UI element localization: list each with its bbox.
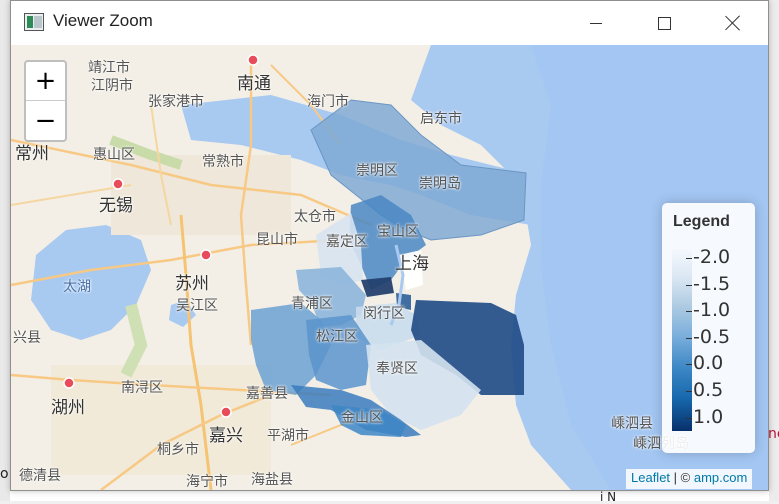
map-label: 松江区 [316, 329, 358, 345]
background-window-edge [0, 0, 10, 501]
attribution-separator: | © [670, 470, 694, 485]
map-label: 靖江市 [88, 60, 130, 76]
map-label: 青浦区 [291, 296, 333, 312]
map-label-water: 太湖 [63, 279, 91, 295]
map-label-city: 嘉兴 [209, 426, 243, 446]
map-label: 奉贤区 [376, 361, 418, 377]
map-attribution: Leaflet | © amp.com [626, 469, 753, 489]
map-label: 金山区 [341, 410, 383, 426]
map-label: 嘉善县 [246, 386, 288, 402]
map-label: 江阴市 [91, 78, 133, 94]
map-label-city: 上海 [395, 254, 429, 274]
background-window-edge-right [769, 0, 779, 501]
zoom-out-button[interactable]: − [34, 105, 57, 136]
window-title: Viewer Zoom [53, 11, 153, 30]
legend-tick: -1.5 [685, 273, 731, 295]
app-icon [24, 13, 44, 31]
close-icon [725, 15, 741, 31]
legend-tick: -1.0 [685, 299, 731, 321]
map-label: 南浔区 [121, 380, 163, 396]
title-bar[interactable]: Viewer Zoom [11, 1, 768, 45]
map-label: 德清县 [19, 468, 61, 484]
map-label: 嘉定区 [326, 234, 368, 250]
map-canvas[interactable]: 靖江市 江阴市 南通 张家港市 海门市 启东市 常州 惠山区 常熟市 崇明区 崇… [11, 45, 768, 490]
leaflet-link[interactable]: Leaflet [631, 470, 671, 485]
map-label: 太仓市 [294, 209, 336, 225]
map-label-city: 常州 [15, 144, 49, 164]
map-base-svg [11, 45, 768, 490]
maximize-button[interactable] [635, 1, 693, 45]
map-label: 嵊泗县 [611, 416, 653, 432]
zoom-in-button[interactable]: + [26, 62, 65, 101]
legend-tick: -0.5 [685, 326, 731, 348]
legend-tick: -2.0 [685, 246, 731, 268]
minimize-button[interactable] [567, 1, 625, 45]
map-label: 兴县 [13, 330, 41, 346]
background-text-right: ne [768, 426, 779, 442]
map-label: 闵行区 [363, 306, 405, 322]
map-label: 吴江区 [176, 298, 218, 314]
minimize-icon [590, 22, 602, 24]
map-label: 宝山区 [377, 224, 419, 240]
legend-tick: 0.0 [685, 352, 724, 374]
legend-color-ramp [672, 249, 692, 431]
legend-tick: 0.5 [685, 379, 724, 401]
map-legend: Legend -2.0 -1.5 -1.0 -0.5 0.0 0.5 1.0 [662, 203, 755, 453]
maximize-icon [657, 16, 671, 30]
map-label: 启东市 [420, 111, 462, 127]
map-label: 海盐县 [251, 472, 293, 488]
viewer-zoom-window: Viewer Zoom [10, 0, 769, 491]
map-label-city: 苏州 [175, 274, 209, 294]
tile-source-link[interactable]: amp.com [693, 470, 748, 485]
map-label: 崇明岛 [419, 176, 461, 192]
map-label: 昆山市 [256, 232, 298, 248]
map-label: 平湖市 [267, 428, 309, 444]
background-text-bottom: i N [600, 490, 617, 504]
map-label: 崇明区 [356, 163, 398, 179]
legend-tick: 1.0 [685, 406, 724, 428]
map-label: 桐乡市 [157, 442, 199, 458]
background-text-left: o [0, 466, 9, 482]
map-label-city: 南通 [237, 74, 271, 94]
map-label: 常熟市 [202, 154, 244, 170]
map-label: 惠山区 [93, 147, 135, 163]
zoom-control: + − [24, 60, 67, 142]
map-label: 海门市 [307, 94, 349, 110]
map-label-city: 无锡 [99, 196, 133, 216]
map-label: 张家港市 [148, 94, 204, 110]
map-label: 海宁市 [186, 474, 228, 490]
close-button[interactable] [704, 1, 762, 45]
map-label-city: 湖州 [51, 398, 85, 418]
legend-title: Legend [673, 213, 730, 230]
